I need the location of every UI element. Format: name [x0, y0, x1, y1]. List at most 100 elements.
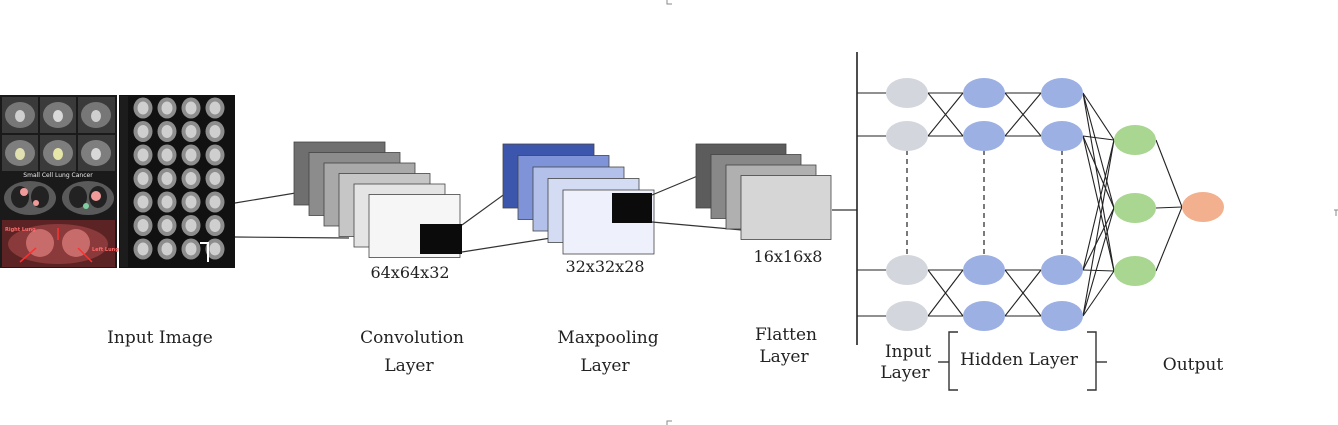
output-label: Output	[1163, 355, 1224, 375]
hidden-node	[1041, 301, 1083, 331]
left-lung-label: Left Lung	[92, 247, 119, 253]
right-lung-label: Right Lung	[5, 227, 36, 233]
mri-slice-core	[209, 219, 221, 232]
input-node	[886, 255, 928, 285]
input-node	[886, 78, 928, 108]
page-corner-mark-bottom	[666, 420, 672, 425]
input-image-label: Input Image	[107, 328, 213, 348]
hidden-output-edge	[1082, 269, 1115, 272]
hidden-output-edge	[1082, 270, 1115, 317]
chest-xray-thumbnail	[2, 220, 115, 267]
mri-slice-core	[185, 172, 197, 185]
mri-slice-core	[137, 101, 149, 115]
output-node	[1114, 193, 1156, 223]
hidden-node	[963, 121, 1005, 151]
mri-slice-core	[209, 242, 221, 256]
conv-label-line2: Layer	[384, 356, 434, 376]
hidden-node	[963, 255, 1005, 285]
conv-label-line1: Convolution	[360, 328, 464, 348]
hidden-output-edge	[1082, 139, 1115, 317]
conv-dims: 64x64x32	[370, 263, 449, 282]
input-node	[886, 121, 928, 151]
maxpooling-feature-maps	[502, 143, 655, 255]
mri-slice-core	[137, 172, 149, 185]
hidden-output-edge	[1082, 207, 1115, 317]
mri-slice-core	[137, 219, 149, 232]
hidden-node	[1041, 255, 1083, 285]
input-layer-label-line2: Layer	[880, 363, 930, 383]
flatten-feature-map	[740, 175, 832, 240]
conv-kernel-patch	[420, 224, 462, 254]
layer-edge	[1004, 92, 1042, 137]
hidden-node	[963, 301, 1005, 331]
final-output-node	[1182, 192, 1224, 222]
page-edge-mark	[1334, 209, 1338, 216]
mri-slice-core	[161, 148, 173, 162]
mri-slice-core	[161, 195, 173, 209]
mri-slice-core	[161, 242, 173, 256]
pool-label-line2: Layer	[580, 356, 630, 376]
hidden-output-edge	[1082, 92, 1115, 209]
hidden-node	[1041, 121, 1083, 151]
input-image: Small Cell Lung Cancer Right Lung Left L…	[0, 95, 235, 268]
output-final-edge	[1155, 206, 1183, 272]
hidden-output-edge	[1082, 135, 1115, 141]
hidden-output-edge	[1082, 92, 1115, 272]
layer-edge	[927, 269, 964, 317]
mri-slice-core	[137, 125, 149, 138]
mri-slice-core	[161, 172, 173, 185]
layer-edge	[927, 92, 964, 137]
mri-slice-core	[161, 101, 173, 115]
flatten-dims: 16x16x8	[754, 247, 823, 266]
hidden-output-edge	[1082, 135, 1115, 209]
mri-slice-core	[185, 101, 197, 115]
input-layer-label-line1: Input	[885, 342, 931, 362]
output-node	[1114, 256, 1156, 286]
mri-slice-core	[185, 219, 197, 232]
mri-slice-core	[161, 219, 173, 232]
hidden-node	[1041, 78, 1083, 108]
output-final-edge	[1155, 139, 1183, 208]
input-conv-link-bottom	[234, 236, 350, 239]
pool-dims: 32x32x28	[565, 257, 644, 276]
flatten-feature-maps	[695, 143, 832, 240]
mri-side-strip	[120, 96, 128, 267]
ct-scan-thumbnails	[2, 97, 115, 171]
hidden-layer-bracket-right	[1087, 331, 1097, 391]
mri-slice-core	[185, 242, 197, 256]
output-final-edge	[1155, 206, 1183, 209]
mri-slice-core	[209, 125, 221, 138]
mri-slice-core	[137, 148, 149, 162]
mri-slice-core	[137, 195, 149, 209]
chest-scan-thumbnails	[4, 181, 114, 215]
network-ellipsis-dashes	[906, 150, 1063, 257]
hidden-layer-bracket-left	[948, 331, 958, 391]
input-node	[886, 301, 928, 331]
network-connections	[857, 92, 1183, 317]
pool-label-line1: Maxpooling	[557, 328, 658, 348]
mri-slice-core	[185, 148, 197, 162]
output-node	[1114, 125, 1156, 155]
mri-slice-core	[209, 195, 221, 209]
conv-pool-link-bottom	[461, 237, 552, 253]
layer-edge	[1004, 269, 1042, 317]
flatten-label-line1: Flatten	[755, 325, 817, 345]
hidden-output-edge	[1082, 92, 1115, 141]
mri-slice-core	[209, 148, 221, 162]
mri-grid	[120, 96, 225, 267]
flatten-label-line2: Layer	[759, 347, 809, 367]
page-corner-mark-top	[666, 0, 672, 5]
network-nodes	[886, 78, 1224, 331]
mri-slice-core	[137, 242, 149, 256]
hidden-output-edge	[1082, 207, 1115, 271]
mri-slice-core	[161, 125, 173, 138]
mri-slice-core	[185, 125, 197, 138]
mri-slice-core	[209, 101, 221, 115]
pool-kernel-patch	[612, 193, 652, 223]
hidden-output-edge	[1082, 139, 1115, 271]
mri-slice-core	[185, 195, 197, 209]
hidden-layer-label: Hidden Layer	[960, 350, 1079, 370]
scan-caption: Small Cell Lung Cancer	[23, 172, 93, 179]
mri-slice-core	[209, 172, 221, 185]
